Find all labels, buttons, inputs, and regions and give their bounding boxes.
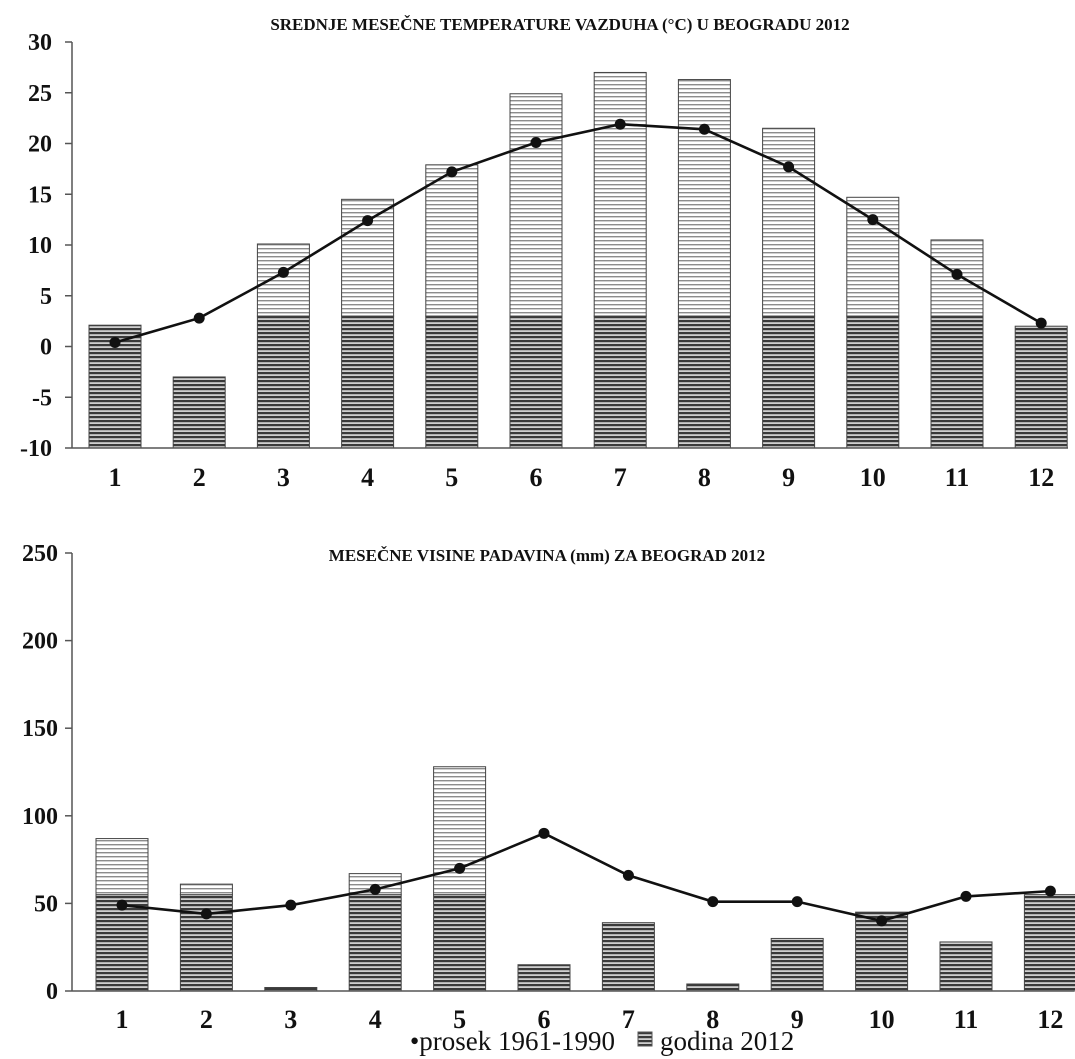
- precipitation-x-tick-label: 3: [284, 1005, 297, 1034]
- temperature-y-tick-label: 20: [28, 132, 52, 158]
- precipitation-x-tick-label: 10: [869, 1005, 895, 1034]
- legend-bar-swatch: [637, 1031, 653, 1047]
- temperature-x-tick-label: 4: [361, 463, 374, 492]
- temperature-y-tick-label: 0: [40, 335, 52, 361]
- temperature-average-point-1: [109, 336, 121, 348]
- precipitation-bar-4: [348, 873, 402, 992]
- temperature-y-tick-label: -5: [32, 385, 52, 411]
- temperature-average-point-3: [277, 266, 289, 278]
- temperature-average-point-5: [446, 166, 458, 178]
- temperature-x-tick-label: 1: [109, 463, 122, 492]
- temperature-y-tick-label: 10: [28, 233, 52, 259]
- precipitation-average-point-1: [116, 899, 128, 911]
- precipitation-y-tick-label: 100: [22, 804, 58, 830]
- temperature-average-point-11: [951, 268, 963, 280]
- precipitation-average-point-8: [707, 896, 719, 908]
- temperature-average-point-12: [1035, 317, 1047, 329]
- temperature-chart: SREDNJE MESEČNE TEMPERATURE VAZDUHA (°C)…: [20, 15, 1068, 492]
- temperature-bar-10: [846, 196, 900, 449]
- precipitation-x-tick-label: 2: [200, 1005, 213, 1034]
- precipitation-average-point-6: [538, 827, 550, 839]
- temperature-bar-2: [172, 376, 226, 449]
- temperature-average-point-2: [193, 312, 205, 324]
- temperature-bar-8: [677, 79, 731, 449]
- precipitation-x-tick-label: 7: [622, 1005, 635, 1034]
- precipitation-y-tick-label: 250: [22, 541, 58, 567]
- temperature-average-point-9: [783, 161, 795, 173]
- temperature-y-tick-label: 15: [28, 182, 52, 208]
- temperature-x-tick-label: 7: [614, 463, 627, 492]
- temperature-bar-12: [1014, 325, 1068, 449]
- precipitation-x-tick-label: 8: [706, 1005, 719, 1034]
- precipitation-average-point-9: [791, 896, 803, 908]
- precipitation-average-point-7: [622, 869, 634, 881]
- temperature-average-point-7: [614, 118, 626, 130]
- temperature-x-tick-label: 12: [1028, 463, 1054, 492]
- precipitation-average-point-4: [369, 883, 381, 895]
- precipitation-bar-7: [601, 922, 655, 992]
- temperature-x-tick-label: 8: [698, 463, 711, 492]
- precipitation-x-tick-label: 1: [116, 1005, 129, 1034]
- temperature-average-point-6: [530, 136, 542, 148]
- temperature-average-point-4: [362, 215, 374, 227]
- precipitation-bar-2: [179, 883, 233, 992]
- temperature-y-tick-label: 5: [40, 284, 52, 310]
- precipitation-x-tick-label: 4: [369, 1005, 382, 1034]
- precipitation-average-point-11: [960, 890, 972, 902]
- legend: •prosek 1961-1990 godina 2012: [410, 1026, 794, 1056]
- precipitation-y-tick-label: 150: [22, 716, 58, 742]
- temperature-x-tick-label: 11: [945, 463, 970, 492]
- precipitation-average-point-12: [1044, 885, 1056, 897]
- temperature-x-tick-label: 10: [860, 463, 886, 492]
- precipitation-x-tick-label: 6: [538, 1005, 551, 1034]
- precipitation-average-point-5: [454, 862, 466, 874]
- temperature-chart-title: SREDNJE MESEČNE TEMPERATURE VAZDUHA (°C)…: [270, 15, 849, 34]
- precipitation-chart-title: MESEČNE VISINE PADAVINA (mm) ZA BEOGRAD …: [329, 546, 765, 565]
- precipitation-average-point-3: [285, 899, 297, 911]
- temperature-bar-6: [509, 93, 563, 449]
- temperature-x-tick-label: 6: [530, 463, 543, 492]
- temperature-y-tick-label: -10: [20, 436, 52, 462]
- precipitation-bar-9: [770, 937, 824, 992]
- legend-line-label: •prosek 1961-1990: [410, 1026, 615, 1056]
- precipitation-chart: MESEČNE VISINE PADAVINA (mm) ZA BEOGRAD …: [22, 541, 1075, 1034]
- temperature-average-line: [114, 122, 1042, 344]
- precipitation-average-point-2: [200, 908, 212, 920]
- precipitation-x-tick-label: 9: [791, 1005, 804, 1034]
- temperature-average-point-10: [867, 214, 879, 226]
- precipitation-y-tick-label: 50: [34, 891, 58, 917]
- temperature-bar-5: [425, 164, 479, 449]
- temperature-bar-9: [762, 127, 816, 449]
- precipitation-x-tick-label: 12: [1037, 1005, 1063, 1034]
- precipitation-bar-1: [95, 838, 149, 992]
- precipitation-average-point-10: [876, 915, 888, 927]
- precipitation-y-tick-label: 200: [22, 629, 58, 655]
- temperature-x-tick-label: 5: [445, 463, 458, 492]
- precipitation-bar-11: [939, 941, 993, 992]
- temperature-bar-7: [593, 71, 647, 449]
- precipitation-x-tick-label: 11: [954, 1005, 979, 1034]
- precipitation-bar-5: [433, 766, 487, 992]
- precipitation-bar-12: [1023, 894, 1075, 992]
- temperature-x-tick-label: 2: [193, 463, 206, 492]
- temperature-y-tick-label: 30: [28, 30, 52, 56]
- temperature-bar-3: [256, 243, 310, 449]
- precipitation-average-line: [121, 831, 1051, 923]
- precipitation-y-tick-label: 0: [46, 979, 58, 1005]
- temperature-bar-4: [341, 198, 395, 449]
- temperature-x-tick-label: 9: [782, 463, 795, 492]
- precipitation-x-tick-label: 5: [453, 1005, 466, 1034]
- temperature-x-tick-label: 3: [277, 463, 290, 492]
- temperature-average-point-8: [698, 123, 710, 135]
- legend-bar-label: godina 2012: [660, 1026, 794, 1056]
- temperature-y-tick-label: 25: [28, 81, 52, 107]
- precipitation-bar-8: [686, 983, 740, 992]
- precipitation-bar-6: [517, 964, 571, 992]
